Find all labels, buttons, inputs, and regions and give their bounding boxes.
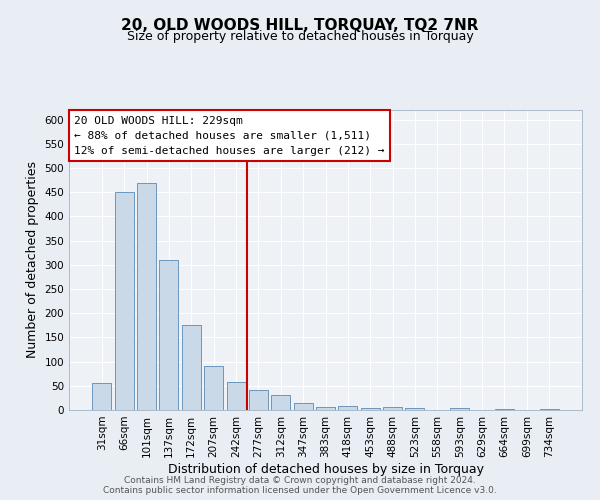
Y-axis label: Number of detached properties: Number of detached properties — [26, 162, 39, 358]
Bar — [115, 192, 134, 410]
Text: 20 OLD WOODS HILL: 229sqm
← 88% of detached houses are smaller (1,511)
12% of se: 20 OLD WOODS HILL: 229sqm ← 88% of detac… — [74, 116, 385, 156]
Bar — [204, 366, 223, 410]
Bar — [406, 408, 424, 410]
Bar — [338, 406, 358, 410]
Bar — [160, 260, 178, 410]
Bar — [361, 408, 380, 410]
Text: Contains public sector information licensed under the Open Government Licence v3: Contains public sector information licen… — [103, 486, 497, 495]
Bar — [293, 402, 313, 410]
Bar — [92, 384, 112, 410]
Bar — [137, 182, 156, 410]
Bar — [271, 396, 290, 410]
Text: Size of property relative to detached houses in Torquay: Size of property relative to detached ho… — [127, 30, 473, 43]
Bar — [316, 406, 335, 410]
X-axis label: Distribution of detached houses by size in Torquay: Distribution of detached houses by size … — [167, 462, 484, 475]
Bar — [249, 390, 268, 410]
Bar — [182, 326, 201, 410]
Text: 20, OLD WOODS HILL, TORQUAY, TQ2 7NR: 20, OLD WOODS HILL, TORQUAY, TQ2 7NR — [121, 18, 479, 32]
Bar — [227, 382, 245, 410]
Bar — [495, 409, 514, 410]
Bar — [539, 409, 559, 410]
Text: Contains HM Land Registry data © Crown copyright and database right 2024.: Contains HM Land Registry data © Crown c… — [124, 476, 476, 485]
Bar — [450, 408, 469, 410]
Bar — [383, 406, 402, 410]
